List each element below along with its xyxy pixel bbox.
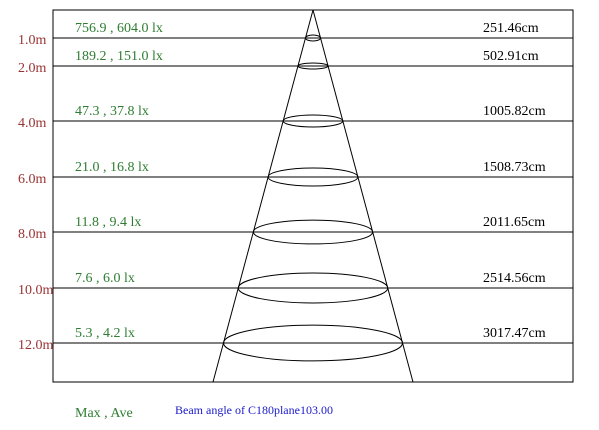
illuminance-label: 21.0 , 16.8 lx xyxy=(75,160,149,175)
diameter-label: 2514.56cm xyxy=(483,271,546,286)
illuminance-label: 47.3 , 37.8 lx xyxy=(75,104,149,119)
distance-label: 4.0m xyxy=(18,116,47,131)
beam-spot xyxy=(252,219,374,245)
beam-spot xyxy=(282,114,344,128)
diameter-label: 2011.65cm xyxy=(483,215,545,230)
diameter-label: 3017.47cm xyxy=(483,326,546,341)
distance-label: 10.0m xyxy=(18,283,54,298)
illuminance-label: 5.3 , 4.2 lx xyxy=(75,326,135,341)
beam-spot xyxy=(304,34,322,42)
distance-label: 12.0m xyxy=(18,338,54,353)
diameter-label: 1508.73cm xyxy=(483,160,546,175)
illuminance-label: 756.9 , 604.0 lx xyxy=(75,21,163,36)
distance-label: 1.0m xyxy=(18,33,47,48)
cone-edge xyxy=(312,9,414,383)
distance-label: 2.0m xyxy=(18,61,47,76)
diameter-label: 502.91cm xyxy=(483,49,539,64)
distance-label: 6.0m xyxy=(18,172,47,187)
diameter-label: 1005.82cm xyxy=(483,104,546,119)
cone-edge xyxy=(212,9,314,383)
illuminance-label: 7.6 , 6.0 lx xyxy=(75,271,135,286)
beam-spot xyxy=(222,324,404,362)
distance-label: 8.0m xyxy=(18,227,47,242)
beam-angle: Beam angle of C180plane103.00 xyxy=(175,403,333,417)
beam-spot xyxy=(267,167,359,187)
legend: Max , Ave xyxy=(75,406,133,421)
beam-spot xyxy=(237,272,389,304)
diameter-label: 251.46cm xyxy=(483,21,539,36)
illuminance-label: 11.8 , 9.4 lx xyxy=(75,215,141,230)
illuminance-label: 189.2 , 151.0 lx xyxy=(75,49,163,64)
beam-spot xyxy=(297,62,329,70)
